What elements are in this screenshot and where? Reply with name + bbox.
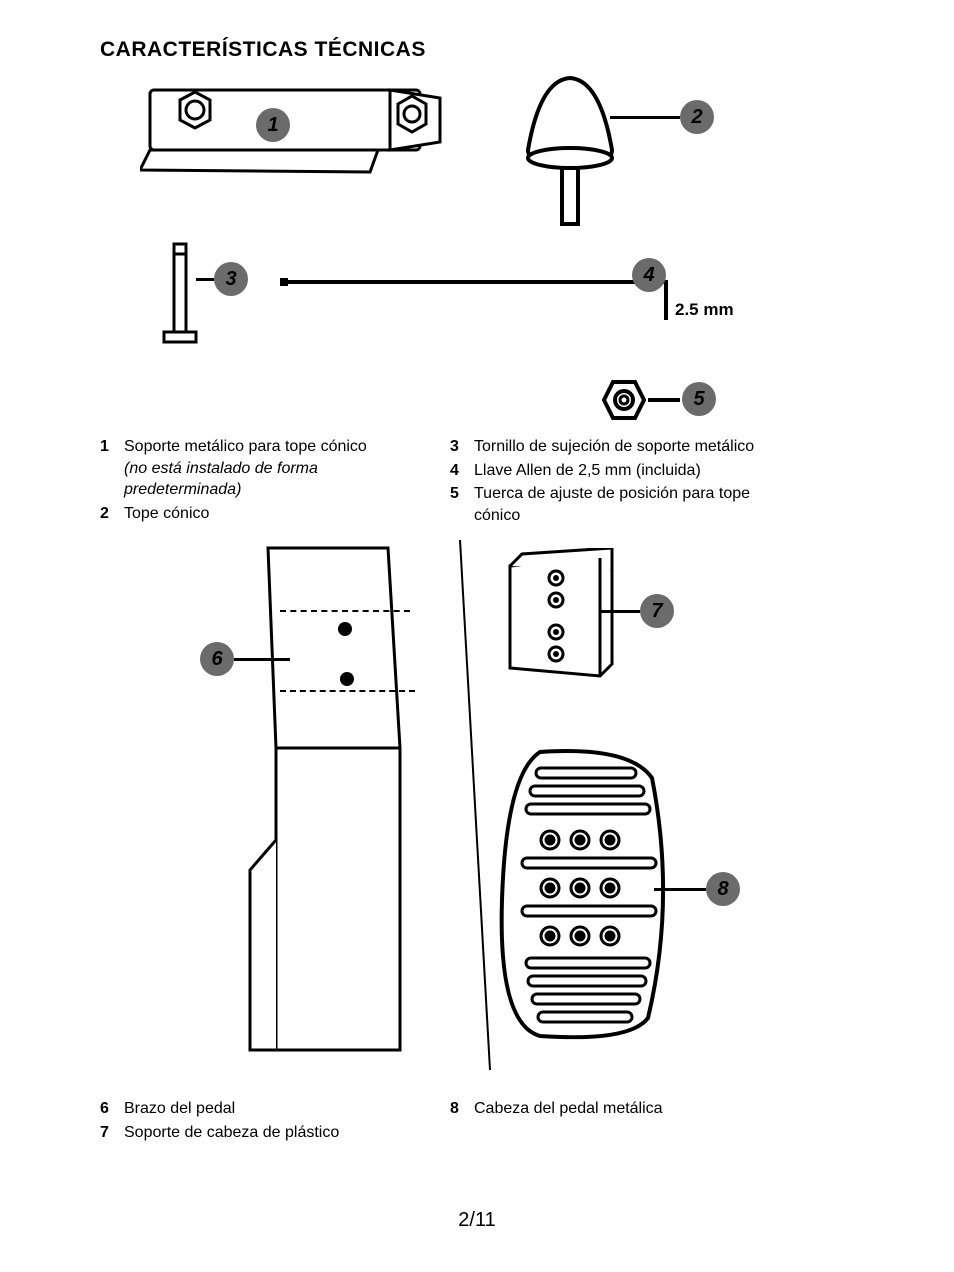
page-title: CARACTERÍSTICAS TÉCNICAS	[100, 38, 426, 62]
allen-size-label: 2.5 mm	[675, 300, 734, 320]
figure-allen-key	[280, 270, 680, 330]
leader-5	[648, 398, 680, 402]
callout-8: 8	[706, 872, 740, 906]
callout-5: 5	[682, 382, 716, 416]
callout-7: 7	[640, 594, 674, 628]
figure-pedal-head	[480, 740, 700, 1050]
figure-plastic-support	[490, 548, 630, 688]
leader-7	[600, 610, 640, 613]
leader-8	[654, 888, 706, 891]
callout-1: 1	[256, 108, 290, 142]
page: CARACTERÍSTICAS TÉCNICAS 1 2 3 4 2.5 mm	[0, 0, 954, 1272]
callout-6: 6	[200, 642, 234, 676]
arm-dot-2	[340, 672, 354, 686]
figure-pedal-arm	[220, 540, 440, 1070]
figure-hex-nut	[602, 380, 646, 420]
legend-block-2-right: 8Cabeza del pedal metálica	[450, 1098, 780, 1122]
figure-bracket	[140, 80, 460, 200]
callout-3: 3	[214, 262, 248, 296]
figure-screw	[160, 240, 200, 350]
legend-block-2-left: 6Brazo del pedal 7Soporte de cabeza de p…	[100, 1098, 430, 1145]
legend-block-1-right: 3Tornillo de sujeción de soporte metálic…	[450, 436, 790, 528]
leader-3	[196, 278, 214, 281]
callout-2: 2	[680, 100, 714, 134]
figure-conical-stop	[500, 70, 640, 240]
leader-2	[610, 116, 680, 119]
arm-dot-1	[338, 622, 352, 636]
callout-4: 4	[632, 258, 666, 292]
leader-6	[234, 658, 290, 661]
arm-dash-2	[280, 690, 415, 692]
page-number: 2/11	[0, 1209, 954, 1232]
arm-dash-1	[280, 610, 410, 612]
legend-block-1-left: 1Soporte metálico para tope cónico(no es…	[100, 436, 430, 526]
